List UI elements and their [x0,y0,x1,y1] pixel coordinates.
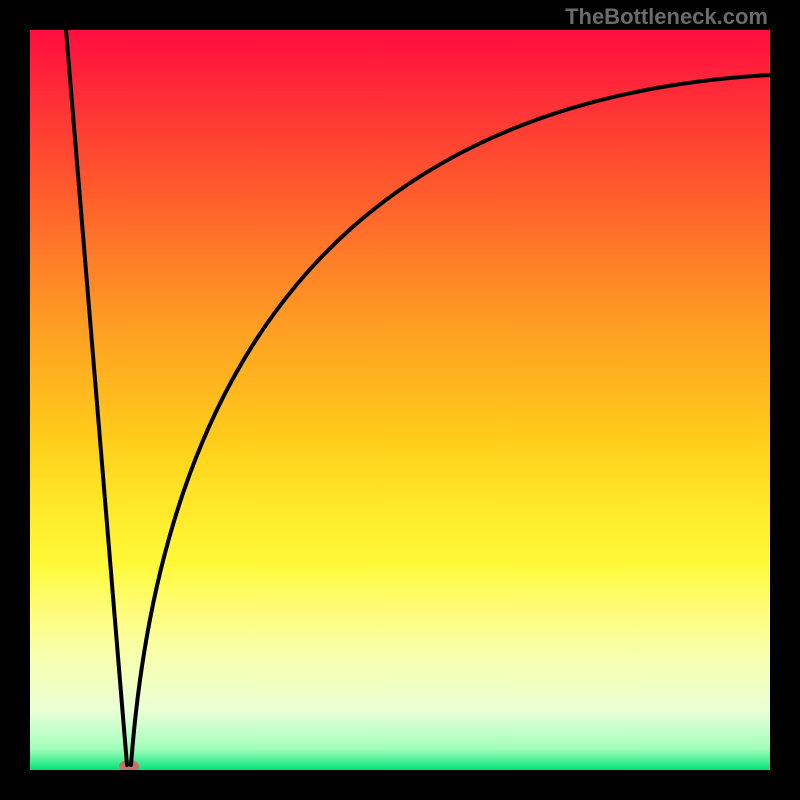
frame: TheBottleneck.com [0,0,800,800]
curve-right-branch [131,75,770,765]
plot-area [30,30,770,770]
curve-layer [30,30,770,770]
watermark-text: TheBottleneck.com [565,4,768,30]
curve-left-branch [66,30,127,765]
